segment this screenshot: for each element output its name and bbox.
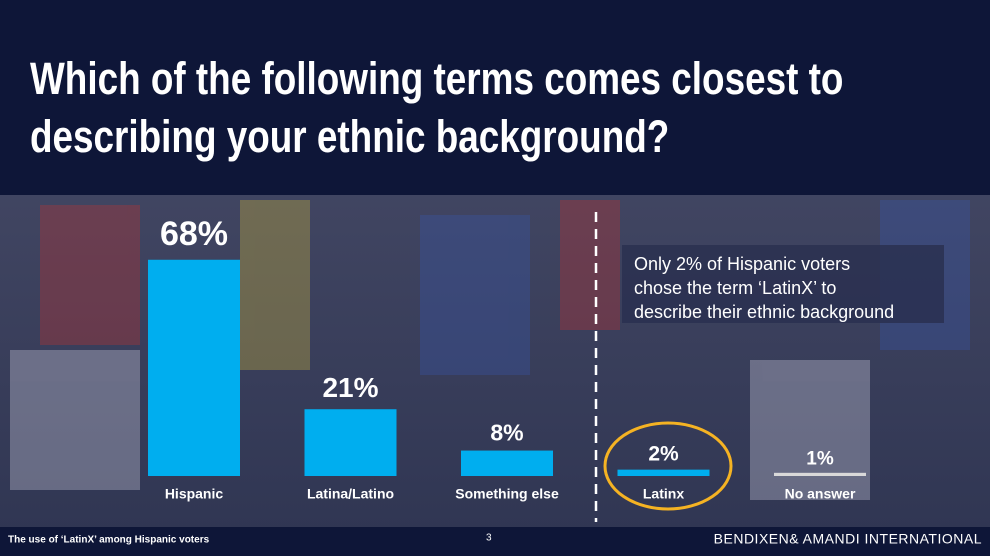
value-label: 8%	[490, 420, 523, 446]
bar	[304, 409, 397, 476]
bar	[774, 472, 866, 476]
x-tick-label: Something else	[455, 486, 559, 502]
x-tick-label: No answer	[785, 486, 856, 502]
title-line: describing your ethnic background?	[30, 111, 669, 161]
value-label: 2%	[648, 442, 679, 465]
value-label: 68%	[160, 215, 228, 253]
value-label: 21%	[322, 372, 378, 403]
highlight-circle	[603, 421, 733, 511]
annotation-line: Only 2% of Hispanic voters	[634, 254, 850, 274]
flags-decoration	[10, 200, 970, 500]
footer-caption: The use of ‘LatinX’ among Hispanic voter…	[8, 535, 210, 546]
annotation-line: describe their ethnic background	[634, 302, 894, 322]
title-band	[0, 0, 990, 195]
footer-band	[0, 527, 990, 556]
bar	[148, 259, 240, 476]
page-number: 3	[486, 533, 492, 544]
annotation-line: chose the term ‘LatinX’ to	[634, 278, 836, 298]
bar	[617, 469, 710, 476]
x-tick-label: Latinx	[643, 486, 684, 502]
footer-brand: BENDIXEN& AMANDI INTERNATIONAL	[714, 531, 982, 547]
bar	[461, 450, 553, 476]
title-line: Which of the following terms comes close…	[30, 53, 843, 103]
plot: 68% Hispanic 21% Latina/Latino 8% Something e…	[148, 215, 866, 502]
x-tick-label: Hispanic	[165, 486, 224, 502]
annotation-box	[622, 245, 944, 323]
value-label: 1%	[806, 449, 834, 470]
x-tick-label: Latina/Latino	[307, 486, 394, 502]
